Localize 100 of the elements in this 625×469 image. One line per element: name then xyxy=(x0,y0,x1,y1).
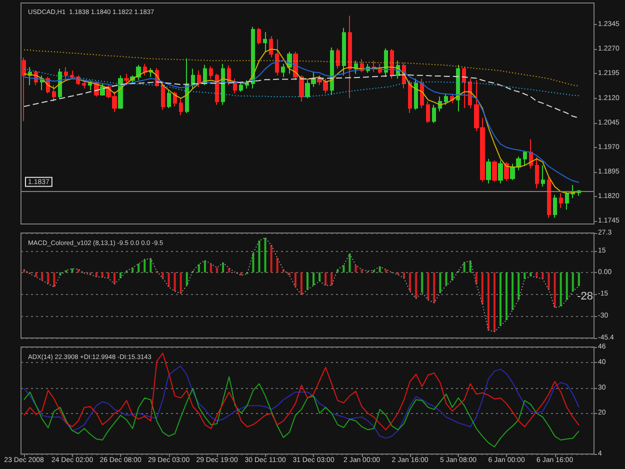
candlestick xyxy=(221,63,225,106)
candlestick xyxy=(523,150,527,166)
candlestick xyxy=(281,63,285,78)
bar xyxy=(240,272,242,276)
candlestick xyxy=(179,98,183,116)
candlestick xyxy=(444,92,448,106)
bar xyxy=(306,272,308,290)
bar xyxy=(421,272,424,293)
bar xyxy=(180,272,182,294)
bar xyxy=(572,272,574,292)
candlestick xyxy=(516,156,521,171)
bar xyxy=(548,272,550,290)
candlestick xyxy=(136,64,141,81)
candlestick xyxy=(143,63,147,76)
candlestick xyxy=(468,78,472,109)
bar xyxy=(403,272,406,278)
candlestick xyxy=(541,164,545,188)
bar xyxy=(324,272,327,286)
bar xyxy=(439,272,442,293)
candlestick xyxy=(197,70,201,88)
candlestick xyxy=(215,73,219,106)
bar xyxy=(174,272,176,292)
bar xyxy=(210,264,212,272)
candlestick xyxy=(82,80,86,89)
bar xyxy=(150,258,152,272)
candlestick xyxy=(88,80,92,91)
candlestick xyxy=(58,68,62,99)
bar xyxy=(506,272,508,320)
line-series xyxy=(24,366,580,439)
bar xyxy=(300,272,302,295)
candlestick xyxy=(161,81,165,110)
bar xyxy=(409,272,412,292)
candlestick xyxy=(251,26,255,89)
candlestick xyxy=(384,48,388,78)
bar xyxy=(252,253,254,272)
candlestick xyxy=(342,27,346,76)
bar xyxy=(318,272,321,282)
line-series xyxy=(24,74,580,118)
bar xyxy=(330,272,333,286)
candlestick xyxy=(498,160,503,184)
bar xyxy=(222,262,224,272)
bar xyxy=(500,272,502,326)
bar xyxy=(342,265,345,272)
candlestick xyxy=(64,66,68,81)
candlestick xyxy=(239,81,243,92)
candlestick xyxy=(263,32,267,53)
bar xyxy=(276,258,278,272)
candlestick xyxy=(233,78,237,94)
bar xyxy=(560,272,562,306)
bar xyxy=(107,272,110,278)
candlestick xyxy=(118,74,123,110)
candlestick xyxy=(414,78,418,110)
bar xyxy=(451,272,454,280)
bar xyxy=(198,264,200,272)
candlestick xyxy=(191,68,195,89)
bar xyxy=(427,272,430,300)
candlestick xyxy=(492,160,497,182)
bar xyxy=(384,270,387,272)
bar xyxy=(35,272,38,277)
bar xyxy=(228,268,230,272)
bar xyxy=(487,272,490,330)
bar xyxy=(578,272,580,286)
candlestick xyxy=(462,66,466,109)
bar xyxy=(168,272,170,287)
candlestick xyxy=(426,101,430,124)
candlestick xyxy=(529,138,533,170)
line-series xyxy=(24,49,580,86)
bar xyxy=(348,254,351,272)
bar xyxy=(138,264,140,272)
candlestick xyxy=(269,36,273,58)
candlestick xyxy=(547,176,551,218)
candlestick xyxy=(330,47,334,96)
bar xyxy=(475,272,478,284)
line-series xyxy=(24,352,580,430)
candlestick xyxy=(257,27,261,45)
candlestick xyxy=(209,66,213,80)
line-series xyxy=(24,237,580,332)
line-series xyxy=(24,60,580,183)
bar xyxy=(518,272,520,300)
candlestick xyxy=(559,192,563,208)
line-series xyxy=(24,376,580,448)
bar xyxy=(270,244,272,272)
bar xyxy=(493,272,496,332)
bar xyxy=(53,272,56,287)
candlestick xyxy=(185,58,189,114)
bar xyxy=(71,268,74,272)
bar xyxy=(378,266,381,272)
candlestick xyxy=(227,65,231,86)
candlestick xyxy=(456,64,460,112)
candlestick xyxy=(510,163,515,181)
bar xyxy=(312,272,315,286)
candlestick xyxy=(408,80,412,114)
bar xyxy=(41,272,44,280)
bar xyxy=(360,270,363,272)
candlestick xyxy=(504,162,509,182)
bar xyxy=(47,272,50,284)
bar xyxy=(481,272,484,304)
candlestick xyxy=(420,78,424,109)
candlestick xyxy=(70,70,74,80)
candlestick xyxy=(535,156,539,189)
